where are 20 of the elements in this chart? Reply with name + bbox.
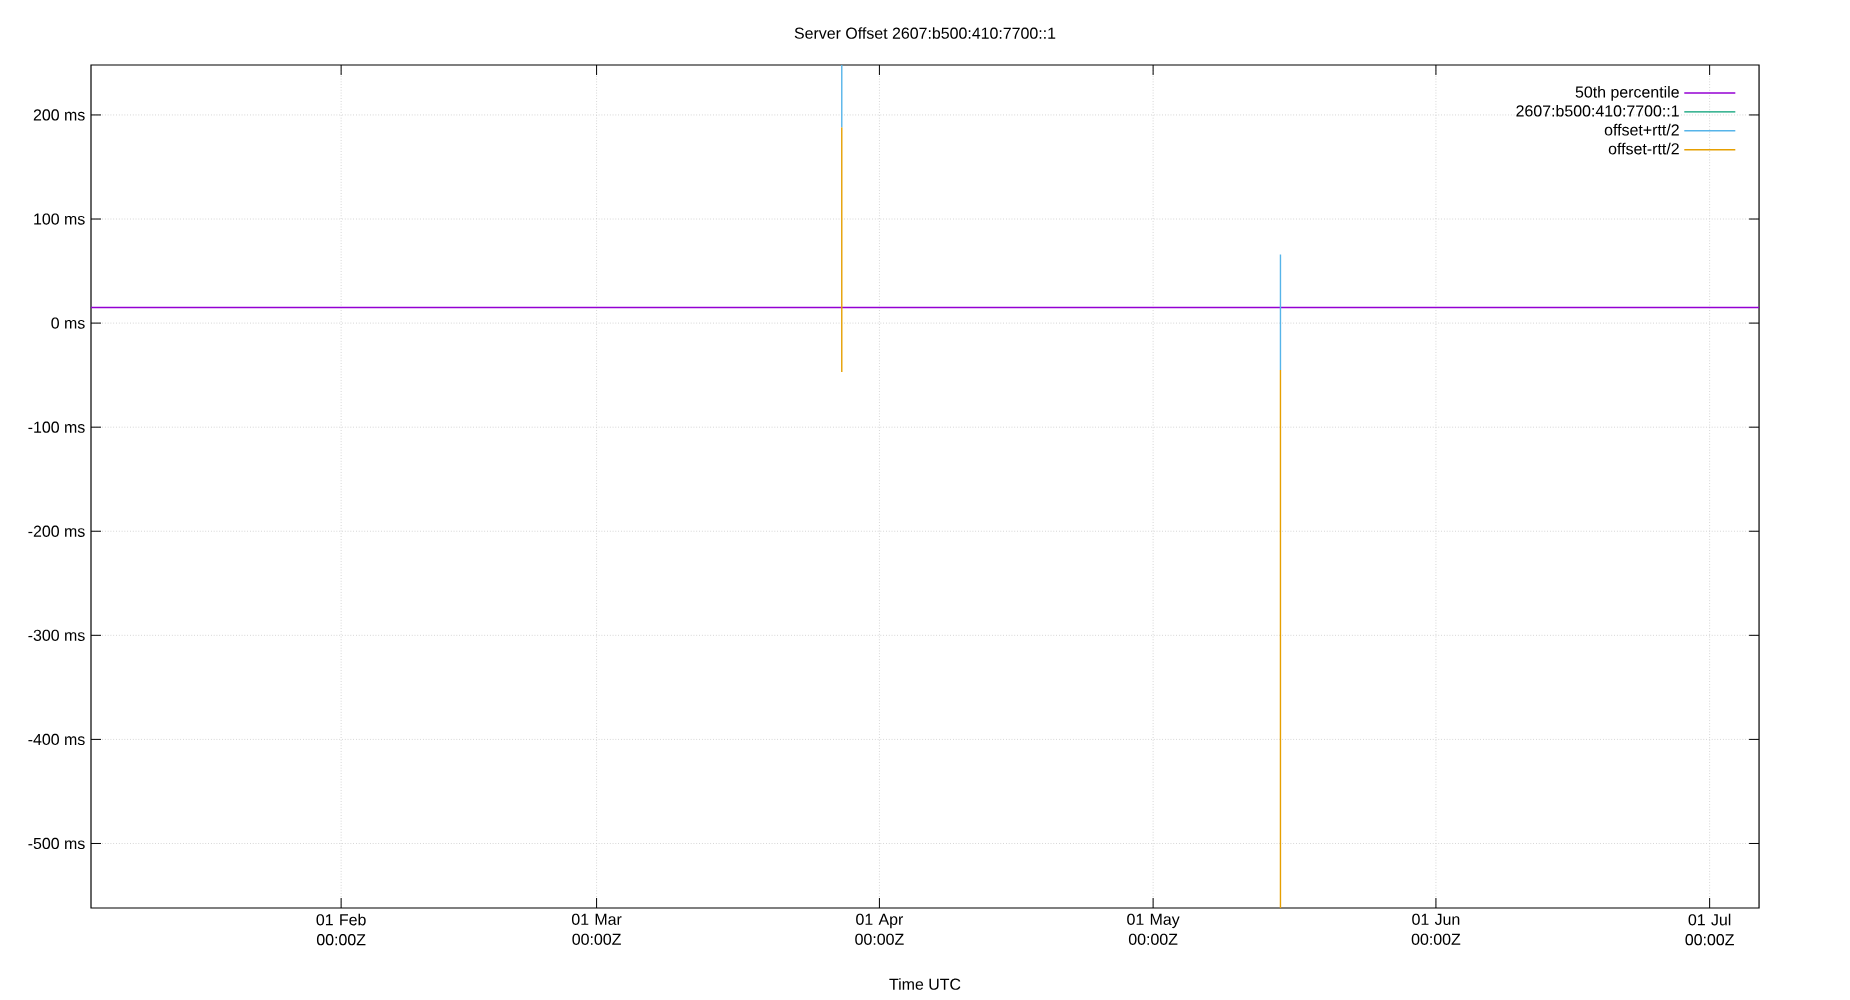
y-tick-label: -400 ms	[28, 733, 85, 746]
legend-label: offset-rtt/2	[1608, 142, 1679, 155]
x-tick-label: 01 Jun 00:00Z	[1411, 913, 1461, 945]
y-tick-label: -300 ms	[28, 629, 85, 641]
x-axis-title: Time UTC	[889, 978, 961, 990]
legend-label: 2607:b500:410:7700::1	[1516, 104, 1679, 117]
y-tick-label: -500 ms	[28, 837, 85, 850]
x-tick-label: 01 Jul 00:00Z	[1685, 913, 1734, 946]
legend-label: 50th percentile	[1575, 86, 1679, 101]
y-tick-label: -100 ms	[28, 421, 85, 433]
y-tick-label: 100 ms	[34, 213, 85, 225]
y-tick-label: -200 ms	[28, 525, 85, 537]
x-tick-label: 01 Apr 00:00Z	[855, 913, 904, 945]
x-tick-label: 01 Feb 00:00Z	[316, 913, 366, 946]
x-tick-label: 01 Mar 00:00Z	[571, 913, 622, 945]
y-tick-label: 0 ms	[51, 317, 85, 329]
x-tick-label: 01 May 00:00Z	[1127, 913, 1180, 945]
y-tick-label: 200 ms	[33, 109, 85, 121]
legend-label: offset+rtt/2	[1604, 123, 1679, 136]
chart-title: Server Offset 2607:b500:410:7700::1	[794, 27, 1056, 39]
